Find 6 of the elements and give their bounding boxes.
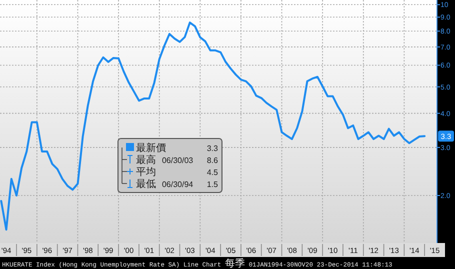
text: 最低 06/30/94 1.5 [136,179,218,190]
text: 最高 06/30/03 8.6 [136,155,218,166]
text: 平均 4.5 [136,167,218,178]
annotation: 3.3 [206,144,219,154]
legend-label: 最新價 [136,142,166,154]
line-series [0,22,426,231]
